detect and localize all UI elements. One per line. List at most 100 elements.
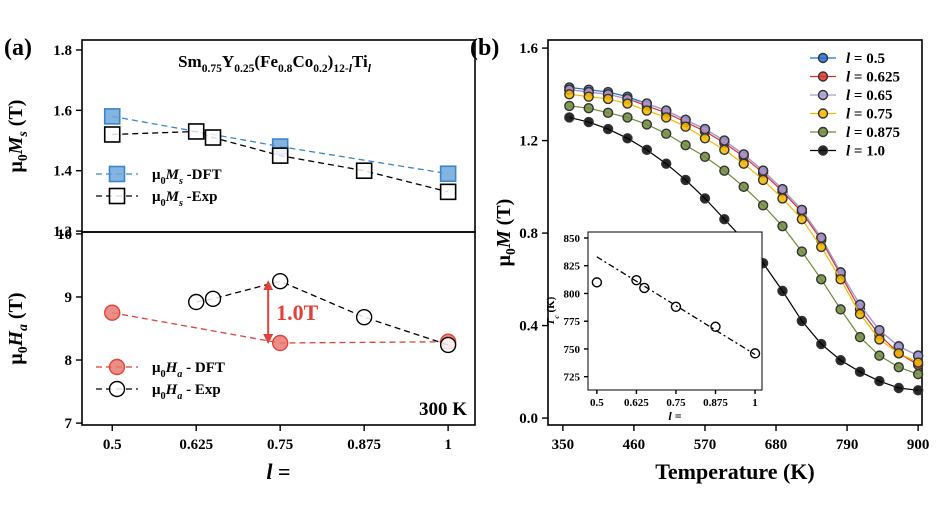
point — [680, 121, 691, 132]
y-tick-label: 8 — [65, 353, 73, 369]
y-axis-label: μ0Ms (T) — [5, 100, 30, 173]
series-line — [196, 280, 449, 346]
legend-marker — [817, 126, 829, 138]
y-axis-label-part: μ — [5, 160, 27, 172]
x-tick-label: 1 — [752, 397, 758, 409]
y-axis-label-part: M — [493, 229, 515, 249]
point — [835, 274, 846, 285]
point — [583, 103, 594, 114]
point — [719, 144, 730, 156]
chart-title-part: 12- — [333, 62, 349, 75]
temperature-label: 300 K — [419, 399, 467, 420]
legend-label: μ0Ha - DFT — [152, 360, 225, 380]
point — [661, 128, 672, 139]
point — [874, 375, 885, 387]
y-tick-label: 1.8 — [53, 43, 72, 59]
point — [777, 285, 788, 297]
point — [639, 282, 650, 294]
point — [738, 149, 749, 160]
point — [777, 183, 788, 195]
point — [622, 98, 633, 109]
legend-marker — [817, 71, 829, 82]
point — [835, 355, 846, 366]
point — [874, 350, 885, 361]
x-axis-label-part: = — [273, 459, 291, 484]
legend-label-part: 0 — [161, 198, 166, 209]
point — [187, 123, 205, 140]
legend-label-part: M — [165, 167, 180, 183]
point — [874, 324, 885, 336]
point — [670, 301, 682, 312]
y-axis-label-part: c — [552, 315, 561, 319]
point — [439, 336, 457, 354]
legend-label: μ0Ms -DFT — [152, 167, 222, 187]
point — [680, 140, 691, 151]
y-axis-label: μ0M (T) — [493, 199, 518, 267]
y-axis-label-part: a — [15, 324, 30, 331]
legend-label: μ0Ms -Exp — [152, 189, 218, 209]
y-tick-label: 0.8 — [519, 226, 538, 242]
chart-title-part: (Fe — [254, 52, 278, 71]
x-axis-label: l = — [668, 409, 681, 423]
point — [103, 108, 121, 125]
series-line — [596, 256, 756, 356]
legend-label-part: -Exp — [183, 189, 218, 205]
legend-label-part: 0 — [161, 369, 166, 380]
point — [719, 135, 730, 146]
legend-marker — [108, 380, 126, 398]
legend-label-part: l — [846, 144, 851, 160]
point — [854, 308, 866, 320]
point — [854, 366, 866, 378]
point — [796, 315, 808, 327]
point — [912, 357, 924, 368]
point — [699, 193, 711, 204]
point — [796, 204, 808, 216]
x-tick-label: 570 — [694, 437, 717, 453]
x-axis-label-part: l — [266, 459, 273, 484]
chart-title-part: 0.75 — [202, 62, 222, 75]
y-axis-label-part: 0 — [15, 346, 30, 353]
point — [777, 220, 788, 232]
legend-label-part: l — [846, 88, 851, 104]
x-axis-label-part: l — [668, 409, 672, 423]
point — [631, 274, 642, 286]
point — [699, 133, 711, 144]
point — [355, 308, 373, 326]
legend-label-part: s — [178, 198, 183, 209]
legend-label: l = 0.5 — [846, 51, 885, 67]
x-tick-label: 790 — [836, 437, 859, 453]
legend-label-part: = 0.625 — [850, 70, 900, 86]
legend-label-part: μ — [152, 167, 161, 183]
point — [439, 183, 457, 201]
plot-frame — [81, 231, 476, 426]
point — [271, 147, 289, 164]
point — [835, 304, 846, 315]
legend-marker — [817, 52, 829, 64]
y-tick-label: 0.4 — [519, 319, 538, 335]
point — [641, 105, 653, 116]
point — [602, 123, 614, 135]
point — [710, 321, 721, 332]
x-tick-label: 1 — [444, 437, 452, 453]
legend-label-part: a — [177, 369, 182, 380]
point — [602, 107, 614, 119]
point — [796, 214, 808, 225]
legend-label-part: l — [846, 125, 851, 141]
legend-marker — [817, 108, 829, 119]
y-axis-label-part: (T) — [5, 100, 27, 132]
legend-label-part: = 0.875 — [850, 125, 900, 141]
y-tick-label: 750 — [564, 344, 581, 356]
y-axis-label-part: 0 — [15, 154, 30, 161]
panel-label: (a) — [4, 35, 32, 61]
point — [777, 193, 788, 204]
y-tick-label: 1.4 — [53, 164, 72, 180]
point — [622, 133, 633, 144]
point — [104, 304, 121, 321]
y-axis-label-part: s — [15, 131, 30, 137]
point — [912, 368, 924, 380]
point — [757, 174, 769, 186]
legend-marker — [108, 165, 126, 183]
x-tick-label: 0.75 — [666, 397, 686, 409]
legend-label: l = 0.875 — [846, 125, 900, 141]
